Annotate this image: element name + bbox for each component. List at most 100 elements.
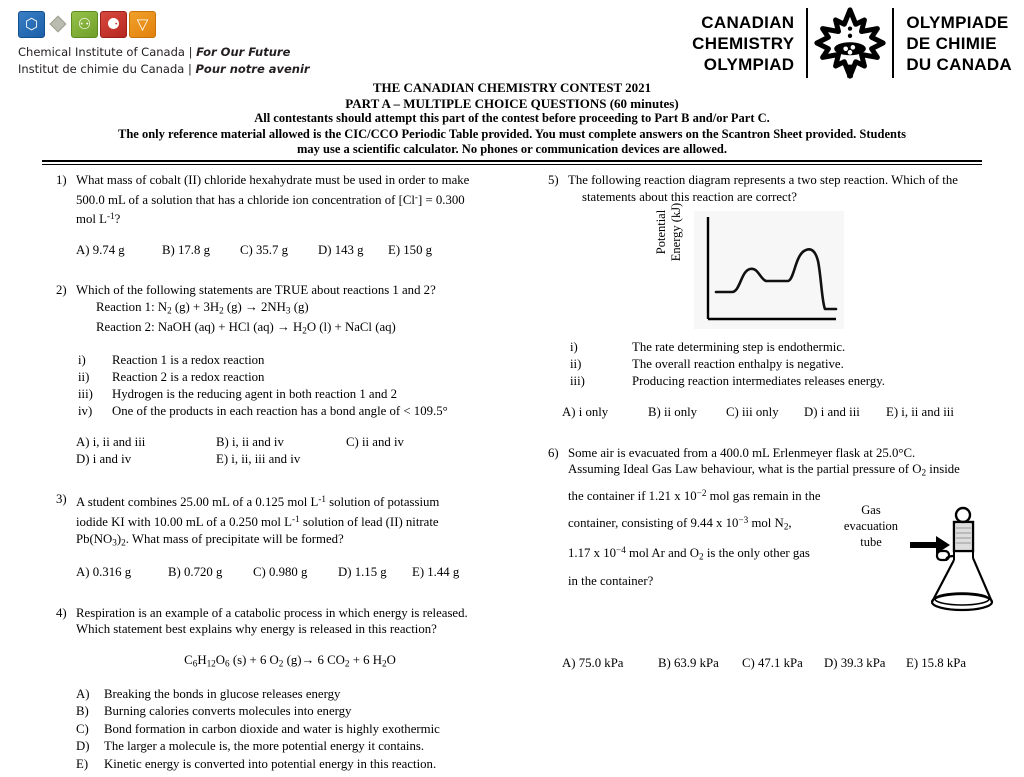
question-3-line-3: Pb(NO3)2. What mass of precipitate will … [76,531,344,547]
contest-instruction-2: The only reference material allowed is t… [118,126,906,141]
q6-answer-a[interactable]: A) 75.0 kPa [562,655,624,670]
q2-statement-iii-numeral: iii) [78,387,93,402]
contest-heading: THE CANADIAN CHEMISTRY CONTEST 2021 PART… [70,80,954,158]
question-1: 1) What mass of cobalt (II) chloride hex… [56,172,524,258]
contest-instruction-3: may use a scientific calculator. No phon… [297,142,727,156]
q2-statement-i-numeral: i) [78,353,86,368]
q1-answer-b[interactable]: B) 17.8 g [162,242,210,257]
q1-l2-sup: - [414,191,418,202]
question-6-number: 6) [548,445,559,460]
q5-answer-e[interactable]: E) i, ii and iii [886,405,954,419]
question-3-line-2: iodide KI with 10.00 mL of a 0.250 mol L… [76,511,524,531]
q5-statement-ii: ii) The overall reaction enthalpy is neg… [570,356,1010,373]
q6-answer-e[interactable]: E) 15.8 kPa [906,655,967,670]
q2-answer-a[interactable]: A) i, ii and iii [76,435,146,450]
q3-l2a: iodide KI with 10.00 mL of a 0.250 mol L [76,515,292,530]
q3-answer-a[interactable]: A) 0.316 g [76,565,132,580]
question-6-line-4: container, consisting of 9.44 x 10−3 mol… [568,508,1010,538]
q2-answer-b[interactable]: B) i, ii and iv [216,435,284,450]
q5-statement-iii-text: Producing reaction intermediates release… [632,374,885,388]
exam-page: ⬡ ⚇ ⚈ ▽ Chemical Institute of Canada | F… [18,7,1012,771]
q3-l2-sup: -1 [291,514,300,525]
q1-answer-a[interactable]: A) 9.74 g [76,242,125,257]
contest-instruction-1: All contestants should attempt this part… [254,111,770,125]
q3-answer-b[interactable]: B) 0.720 g [168,565,223,580]
cic-tagline-en: Chemical Institute of Canada | [18,45,197,59]
energy-ylabel-line-1: Potential [654,209,668,255]
cic-icon: ⬡ [18,10,45,38]
cic-tagline: Chemical Institute of Canada | For Our F… [18,44,310,78]
q3-l2b: solution of lead (II) nitrate [299,515,439,530]
q6-answer-b[interactable]: B) 63.9 kPa [658,655,719,670]
q4-option-c[interactable]: C) Bond formation in carbon dioxide and … [76,721,524,739]
arrow-icon [910,536,950,554]
q1-answer-e[interactable]: E) 150 g [388,242,433,257]
q3-answer-e[interactable]: E) 1.44 g [412,565,460,580]
q3-answer-d[interactable]: D) 1.15 g [338,565,387,580]
erlenmeyer-flask-icon [906,498,998,621]
question-3-line-1: A student combines 25.00 mL of a 0.125 m… [76,491,524,511]
flask-figure-label: Gas evacuation tube [832,502,910,550]
q6-l2-sub: 2 [921,467,927,478]
question-2-reaction-1: Reaction 1: N2 (g) + 3H2 (g) → 2NH3 (g) [96,299,309,316]
cco-divider-left [806,8,809,78]
q5-statement-ii-text: The overall reaction enthalpy is negativ… [632,357,844,371]
cic-logo: ⬡ ⚇ ⚈ ▽ Chemical Institute of Canada | F… [18,10,310,78]
question-5-number: 5) [548,173,559,187]
question-3-number: 3) [56,492,67,507]
energy-diagram-ylabel: Potential Energy (kJ) [654,177,684,287]
q5-answer-d[interactable]: D) i and iii [804,405,860,419]
q2-answer-d[interactable]: D) i and iv [76,451,132,466]
cco-line-1: CANADIAN [701,12,795,32]
question-6-text: Some air is evacuated from a 400.0 mL Er… [568,445,1010,593]
q1-l3b: ? [114,212,121,227]
q6-l4a: container, consisting of 9.44 x 10 [568,516,739,531]
question-4-options: A) Breaking the bonds in glucose release… [56,686,524,774]
question-6-line-5: 1.17 x 10−4 mol Ar and O2 is the only ot… [568,538,1010,568]
q1-answer-c[interactable]: C) 35.7 g [240,242,288,257]
q5-answer-c[interactable]: C) iii only [726,405,779,419]
q2-statement-iii: iii) Hydrogen is the reducing agent in b… [78,386,524,403]
q4-option-a[interactable]: A) Breaking the bonds in glucose release… [76,686,524,704]
q2-reaction-1-label: Reaction 1: [96,299,155,314]
q2-statement-iv: iv) One of the products in each reaction… [78,403,524,420]
question-4-equation: C6H12O6 (s) + 6 O2 (g)→ 6 CO2 + 6 H2O [184,652,396,669]
question-2-text: Which of the following statements are TR… [76,282,524,338]
q5-answer-a[interactable]: A) i only [562,405,609,419]
question-2-number: 2) [56,283,67,298]
q1-answer-d[interactable]: D) 143 g [318,242,364,257]
q4-option-d[interactable]: D) The larger a molecule is, the more po… [76,738,524,756]
q2-statement-ii-numeral: ii) [78,370,90,385]
cco-logo-english: CANADIAN CHEMISTRY OLYMPIAD [692,12,806,75]
cic-tagline-fr-bold: Pour notre avenir [195,62,310,76]
question-4-line-1: Respiration is an example of a catabolic… [76,605,468,620]
q6-l4c: , [788,516,792,531]
question-2-line-1: Which of the following statements are TR… [76,283,436,298]
q5-statement-iii: iii) Producing reaction intermediates re… [570,373,1010,390]
q6-l5-sup: −4 [616,545,626,556]
q4-option-b[interactable]: B) Burning calories converts molecules i… [76,703,524,721]
question-4: 4) Respiration is an example of a catabo… [56,605,524,773]
q6-answer-c[interactable]: C) 47.1 kPa [742,655,803,670]
q3-answer-c[interactable]: C) 0.980 g [253,565,308,580]
q6-l4-sub: 2 [783,521,789,532]
q5-statement-iii-numeral: iii) [570,374,585,388]
q3-l1-sup: -1 [318,494,326,505]
cco-line-3: OLYMPIAD [703,54,795,74]
q2-answer-e[interactable]: E) i, ii, iii and iv [216,451,301,466]
q2-statement-iv-numeral: iv) [78,404,93,419]
q6-answer-d[interactable]: D) 39.3 kPa [824,655,886,670]
question-3-answers: A) 0.316 g B) 0.720 g C) 0.980 g D) 1.15… [56,564,524,581]
q4-option-e[interactable]: E) Kinetic energy is converted into pote… [76,756,524,774]
q2-answer-c[interactable]: C) ii and iv [346,435,404,450]
q4-option-a-letter: A) [76,686,90,701]
q6-l2b: inside [926,462,960,476]
question-5: 5) The following reaction diagram repres… [548,172,1010,421]
q5-answer-b[interactable]: B) ii only [648,405,698,419]
question-1-line-2: 500.0 mL of a solution that has a chlori… [76,189,524,209]
q3-l1a: A student combines 25.00 mL of a 0.125 m… [76,495,319,510]
q6-l2a: Assuming Ideal Gas Law behaviour, what i… [568,462,922,476]
q5-statement-i-text: The rate determining step is endothermic… [632,340,846,354]
q1-l3a: mol L [76,212,107,227]
question-5-answers: A) i only B) ii only C) iii only D) i an… [548,404,1010,421]
